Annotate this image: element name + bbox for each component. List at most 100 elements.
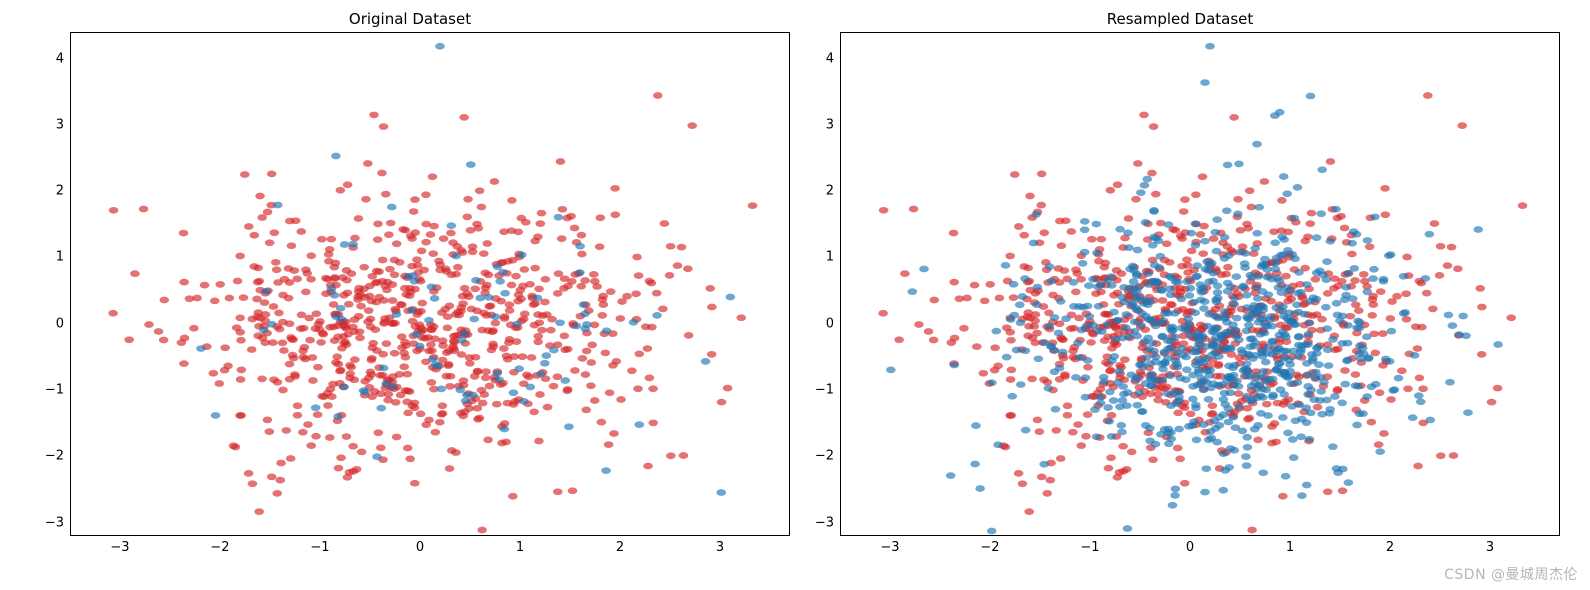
data-point [462,391,472,398]
data-point [1219,396,1229,403]
data-point [382,340,392,347]
data-point [1151,354,1161,361]
data-point [1111,325,1121,332]
data-point [1259,368,1269,375]
data-point [1324,362,1334,369]
data-point [298,348,308,355]
data-point [1392,293,1402,300]
data-point [1198,173,1208,180]
data-point [1194,333,1204,340]
data-point [1285,287,1295,294]
data-point [1401,290,1411,297]
data-point [1217,332,1227,339]
data-point [648,385,658,392]
y-tick-label: 1 [826,250,834,265]
data-point [499,345,509,352]
data-point [1212,216,1222,223]
data-point [1273,275,1283,282]
data-point [673,262,683,269]
data-point [502,353,512,360]
data-point [1445,379,1455,386]
data-point [1137,310,1147,317]
data-point [648,420,658,427]
data-point [1106,273,1116,280]
data-point [384,231,394,238]
data-point [355,335,365,342]
data-point [1351,371,1361,378]
data-point [1083,303,1093,310]
data-point [679,452,689,459]
data-point [1160,426,1170,433]
data-point [542,311,552,318]
data-point [1347,251,1357,258]
data-point [1114,368,1124,375]
data-point [1208,402,1218,409]
data-point [1115,362,1125,369]
data-point [1271,304,1281,311]
data-point [1071,289,1081,296]
data-point [220,344,230,351]
data-point [1206,385,1216,392]
data-point [677,244,687,251]
data-point [421,191,431,198]
data-point [1242,434,1252,441]
data-point [1146,390,1156,397]
data-point [272,266,282,273]
data-point [220,367,230,374]
data-point [1279,173,1289,180]
data-point [376,444,386,451]
data-point [1073,421,1083,428]
data-point [260,299,270,306]
data-point [427,284,437,291]
data-point [919,266,929,273]
data-point [466,161,476,168]
data-point [929,297,939,304]
data-point [1020,275,1030,282]
data-point [1202,258,1212,265]
data-point [1290,215,1300,222]
data-point [1300,238,1310,245]
data-point [1056,298,1066,305]
data-point [1303,341,1313,348]
data-point [499,228,509,235]
data-point [1254,204,1264,211]
data-point [321,275,331,282]
data-point [273,279,283,286]
data-point [985,281,995,288]
data-point [1223,264,1233,271]
data-point [1171,278,1181,285]
data-point [1080,218,1090,225]
data-point [1278,414,1288,421]
data-point [1196,231,1206,238]
data-point [1260,256,1270,263]
data-point [1173,445,1183,452]
data-point [492,401,502,408]
data-point [1360,278,1370,285]
data-point [1146,317,1156,324]
y-tick-label: −2 [815,449,834,464]
data-point [1386,315,1396,322]
data-point [929,337,939,344]
data-point [1033,416,1043,423]
data-point [1192,262,1202,269]
data-point [437,411,447,418]
data-point [420,335,430,342]
data-point [1294,401,1304,408]
data-point [1228,364,1238,371]
data-point [343,181,353,188]
data-point [1147,170,1157,177]
data-point [323,402,333,409]
data-point [296,325,306,332]
data-point [444,362,454,369]
data-point [1021,347,1031,354]
data-point [1293,184,1303,191]
data-point [1091,290,1101,297]
data-point [1085,313,1095,320]
data-point [1220,308,1230,315]
data-point [1279,236,1289,243]
data-point [1170,492,1180,499]
data-point [1368,275,1378,282]
data-point [1226,445,1236,452]
data-point [1245,187,1255,194]
x-tick-label: 1 [1286,540,1294,555]
